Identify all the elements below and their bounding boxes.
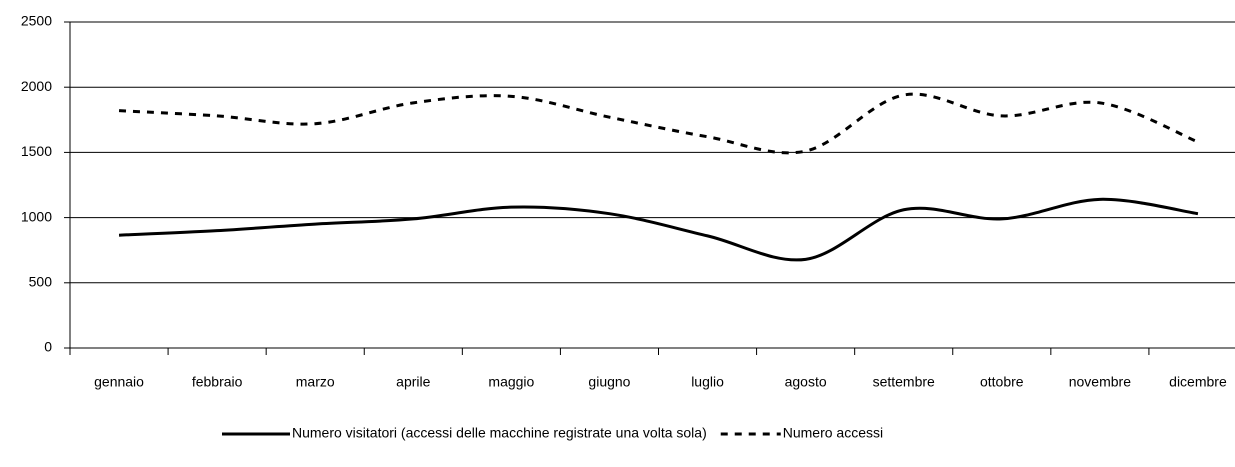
y-tick-label: 500 [29,274,53,290]
x-tick-label: ottobre [980,374,1024,390]
x-tick-label: maggio [488,374,534,390]
y-tick-label: 1500 [21,143,52,159]
x-tick-label: marzo [296,374,335,390]
x-tick-label: aprile [396,374,430,390]
x-tick-label: gennaio [94,374,144,390]
series-line [118,92,1199,155]
y-tick-label: 1000 [21,208,52,224]
series-line [118,197,1199,262]
y-tick-label: 0 [44,339,52,355]
y-tick-label: 2000 [21,78,52,94]
legend-label: Numero visitatori (accessi delle macchin… [292,425,707,441]
x-tick-label: novembre [1069,374,1131,390]
legend-label: Numero accessi [783,425,883,441]
x-tick-label: settembre [873,374,935,390]
x-tick-label: dicembre [1169,374,1227,390]
x-tick-label: agosto [785,374,827,390]
x-tick-label: febbraio [192,374,243,390]
y-tick-label: 2500 [21,13,52,29]
x-tick-label: luglio [691,374,724,390]
x-tick-label: giugno [588,374,630,390]
